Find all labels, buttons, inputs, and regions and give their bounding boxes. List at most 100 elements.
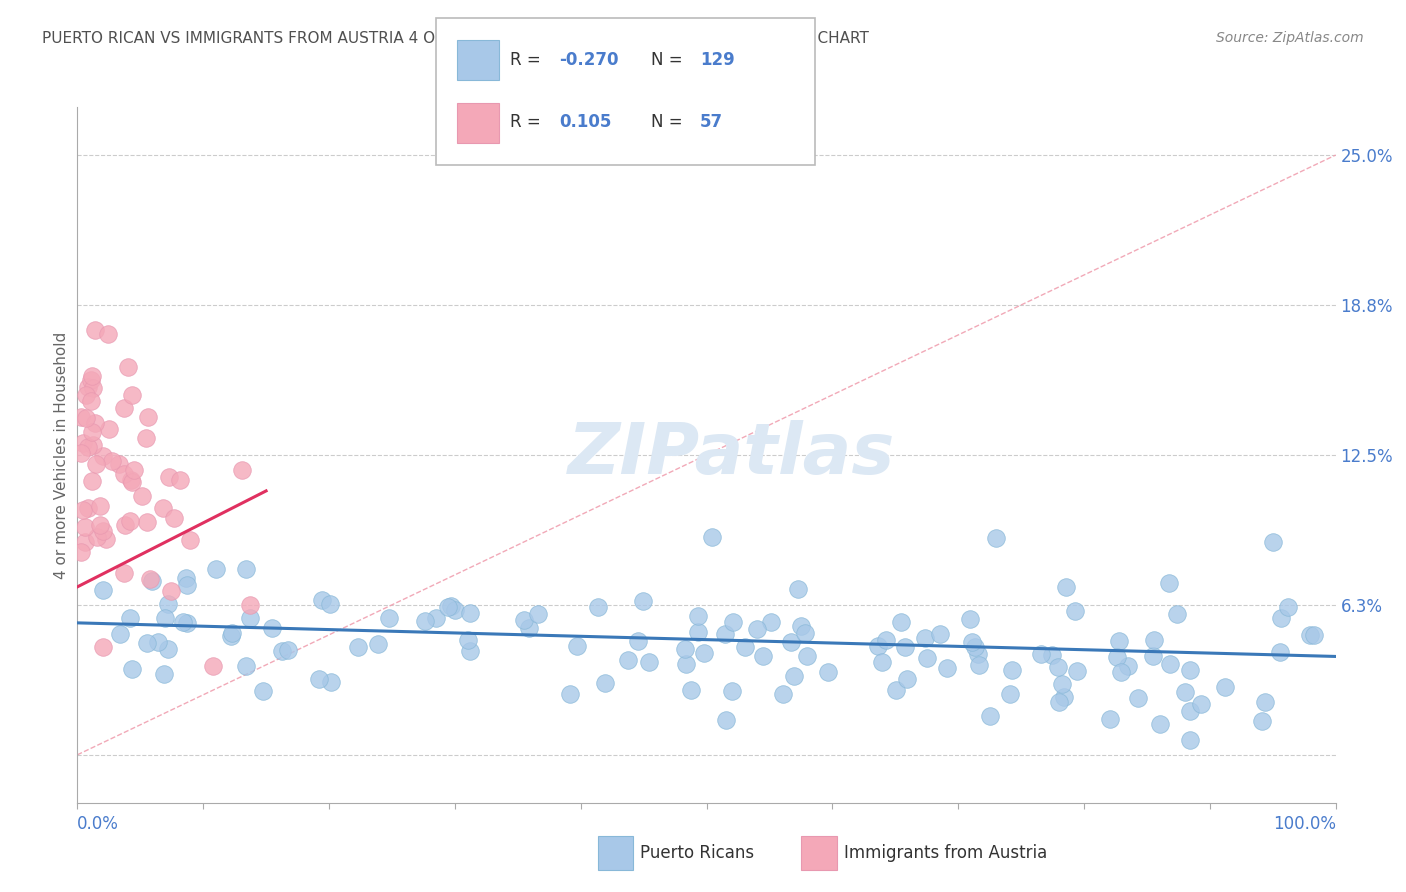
Point: [1166, 607, 1188, 622]
Point: [122, 463, 145, 477]
Point: [76, 440, 98, 454]
Point: [1178, 704, 1201, 718]
Point: [94, 532, 117, 546]
Point: [1268, 644, 1291, 658]
Point: [235, 658, 257, 673]
Point: [172, 615, 194, 629]
Point: [631, 594, 654, 608]
Point: [886, 683, 908, 698]
Point: [219, 629, 242, 643]
Point: [586, 599, 609, 614]
Point: [721, 615, 744, 630]
Point: [457, 633, 479, 648]
Text: N =: N =: [651, 113, 688, 131]
Point: [70, 410, 93, 425]
Point: [700, 530, 723, 544]
Point: [139, 572, 162, 586]
Point: [675, 657, 697, 671]
Text: Immigrants from Austria: Immigrants from Austria: [844, 844, 1047, 862]
Point: [1142, 632, 1164, 647]
Point: [1213, 680, 1236, 694]
Point: [686, 608, 709, 623]
Point: [1157, 575, 1180, 590]
Text: 0.0%: 0.0%: [77, 814, 120, 833]
Y-axis label: 4 or more Vehicles in Household: 4 or more Vehicles in Household: [53, 331, 69, 579]
Point: [1047, 695, 1070, 709]
Point: [894, 640, 917, 655]
Text: R =: R =: [510, 113, 547, 131]
Point: [378, 611, 401, 625]
Point: [460, 606, 482, 620]
Point: [97, 422, 120, 436]
Point: [91, 640, 114, 654]
Point: [91, 524, 114, 539]
Point: [135, 431, 157, 445]
Point: [84, 457, 107, 471]
Point: [1174, 684, 1197, 698]
Point: [1178, 663, 1201, 677]
Point: [231, 463, 253, 477]
Point: [959, 612, 981, 626]
Point: [260, 621, 283, 635]
Point: [1108, 634, 1130, 648]
Point: [89, 518, 111, 533]
Point: [75, 387, 97, 401]
Point: [721, 684, 744, 698]
Point: [914, 631, 936, 645]
Point: [747, 622, 769, 636]
Point: [896, 673, 918, 687]
Point: [120, 474, 142, 488]
Point: [960, 634, 983, 648]
Point: [772, 687, 794, 701]
Point: [787, 582, 810, 596]
Point: [97, 327, 120, 342]
Point: [998, 687, 1021, 701]
Point: [72, 503, 94, 517]
Text: PUERTO RICAN VS IMMIGRANTS FROM AUSTRIA 4 OR MORE VEHICLES IN HOUSEHOLD CORRELAT: PUERTO RICAN VS IMMIGRANTS FROM AUSTRIA …: [42, 31, 869, 46]
Point: [202, 658, 225, 673]
Point: [1250, 714, 1272, 728]
Point: [70, 545, 93, 559]
Point: [157, 641, 180, 656]
Point: [593, 675, 616, 690]
Point: [308, 672, 330, 686]
Point: [117, 360, 139, 375]
Point: [82, 381, 104, 395]
Point: [121, 475, 143, 489]
Point: [160, 584, 183, 599]
Point: [1109, 665, 1132, 679]
Point: [1053, 690, 1076, 704]
Point: [318, 597, 340, 611]
Point: [136, 410, 159, 425]
Point: [73, 520, 96, 534]
Point: [967, 657, 990, 672]
Point: [108, 627, 131, 641]
Point: [1116, 659, 1139, 673]
Point: [80, 394, 103, 409]
Point: [82, 474, 104, 488]
Point: [136, 515, 159, 529]
Point: [252, 683, 274, 698]
Point: [519, 621, 541, 635]
Point: [714, 626, 737, 640]
Point: [1063, 604, 1085, 618]
Point: [152, 666, 174, 681]
Point: [1050, 677, 1073, 691]
Point: [967, 647, 990, 661]
Point: [141, 574, 163, 589]
Point: [121, 388, 143, 402]
Point: [136, 636, 159, 650]
Point: [440, 599, 463, 613]
Point: [112, 401, 135, 416]
Point: [114, 566, 136, 581]
Point: [152, 501, 174, 516]
Point: [367, 637, 389, 651]
Point: [512, 613, 534, 627]
Point: [221, 626, 243, 640]
Point: [686, 624, 709, 639]
Point: [1066, 664, 1088, 678]
Point: [321, 674, 343, 689]
Text: 129: 129: [700, 51, 735, 69]
Point: [121, 662, 143, 676]
Point: [176, 577, 198, 591]
